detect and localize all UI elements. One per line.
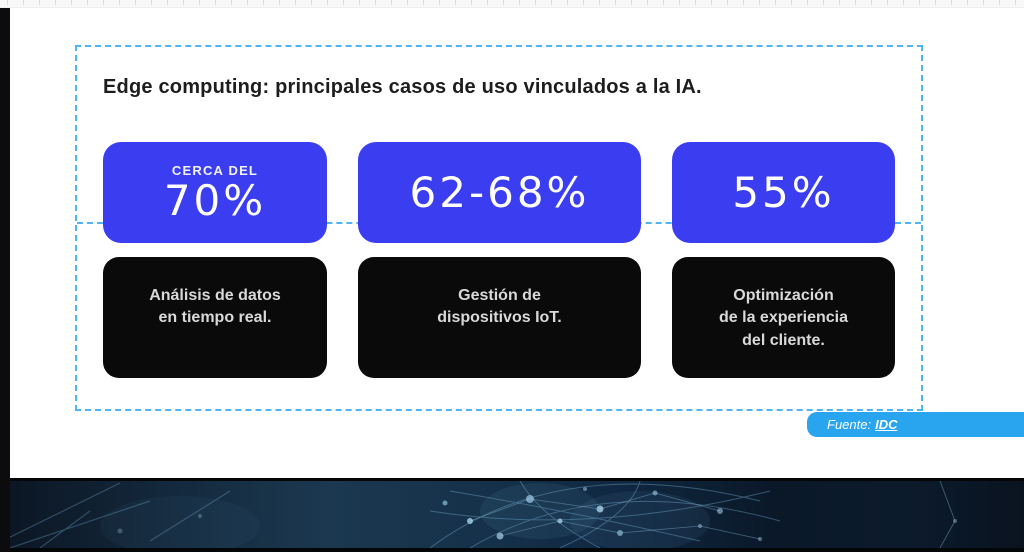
stat-value-2: 62-68% <box>409 167 590 217</box>
source-prefix: Fuente: <box>827 417 872 432</box>
left-edge-bar <box>0 8 10 552</box>
source-link[interactable]: IDC <box>875 417 898 432</box>
stats-grid: CERCA DEL 70% 62-68% 55% Análisis de dat… <box>103 142 895 378</box>
stat-card-3[interactable]: 55% <box>672 142 895 243</box>
stat-card-1[interactable]: CERCA DEL 70% <box>103 142 327 243</box>
stat-value-1: 70% <box>163 176 267 225</box>
stat-prefix-1: CERCA DEL <box>171 163 259 178</box>
network-globe-image <box>0 478 1024 552</box>
desc-card-3[interactable]: Optimización de la experiencia del clien… <box>672 257 895 378</box>
top-ruler <box>0 0 1024 8</box>
stat-card-2[interactable]: 62-68% <box>358 142 641 243</box>
network-globe-graphic <box>0 481 957 548</box>
stat-value-3: 55% <box>732 167 835 217</box>
desc-card-2[interactable]: Gestión de dispositivos IoT. <box>358 257 641 378</box>
slide-title: Edge computing: principales casos de uso… <box>103 76 702 98</box>
desc-card-1[interactable]: Análisis de datos en tiempo real. <box>103 257 327 378</box>
source-bar[interactable]: Fuente: IDC <box>807 412 1024 437</box>
